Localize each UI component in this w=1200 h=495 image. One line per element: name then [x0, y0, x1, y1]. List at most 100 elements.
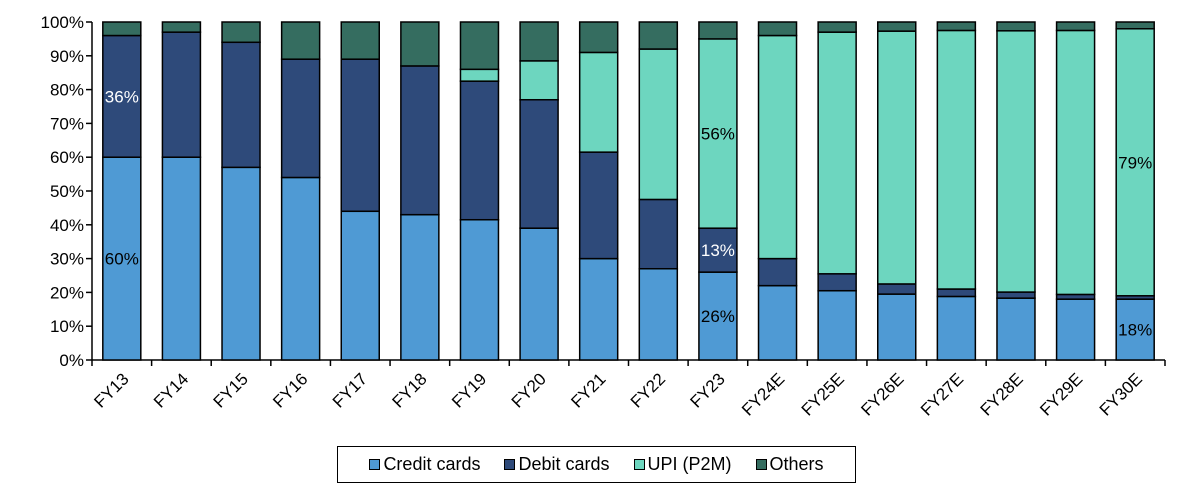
bar-fy26e-credit-cards — [877, 293, 917, 361]
bar-fy23-debit-cards — [698, 227, 738, 273]
legend-label-upi: UPI (P2M) — [647, 454, 732, 474]
bar-fy24e-upi-p2m — [757, 34, 798, 260]
bar-fy19-others — [459, 21, 500, 71]
bar-fy27e-credit-cards — [936, 295, 977, 361]
bar-stack-fy22 — [638, 21, 679, 361]
x-tick-label-fy22: FY22 — [627, 369, 669, 411]
bar-fy20-upi-p2m — [519, 60, 559, 101]
bar-fy15-others — [221, 21, 261, 44]
bar-stack-fy15 — [221, 21, 261, 361]
bar-fy14-credit-cards — [161, 156, 202, 361]
bar-fy17-others — [340, 21, 380, 60]
bar-fy22-debit-cards — [638, 198, 679, 270]
x-tick-label-fy14: FY14 — [150, 369, 192, 411]
bar-fy25e-others — [817, 21, 857, 33]
x-tick-label-fy13: FY13 — [90, 369, 132, 411]
bar-stack-fy17 — [340, 21, 380, 361]
y-tick-label: 70% — [50, 114, 84, 133]
x-tick-label-fy15: FY15 — [210, 369, 252, 411]
y-tick-label: 0% — [59, 351, 84, 370]
data-label-fy23-debit-cards: 13% — [701, 241, 735, 260]
y-tick-label: 80% — [50, 81, 84, 100]
x-tick-label-fy17: FY17 — [329, 369, 371, 411]
bar-fy18-credit-cards — [400, 213, 440, 361]
y-tick-label: 10% — [50, 317, 84, 336]
bar-fy15-credit-cards — [221, 166, 261, 361]
bar-fy16-others — [280, 21, 321, 60]
bar-fy24e-credit-cards — [757, 284, 798, 361]
bar-fy26e-upi-p2m — [877, 30, 917, 285]
bar-fy16-debit-cards — [280, 58, 321, 179]
x-tick-label-fy21: FY21 — [567, 369, 609, 411]
bar-fy18-others — [400, 21, 440, 67]
bar-fy13-others — [102, 21, 142, 37]
bar-stack-fy24e — [757, 21, 798, 361]
legend-label-others: Others — [769, 454, 824, 474]
bar-fy14-debit-cards — [161, 31, 202, 158]
bar-fy28e-upi-p2m — [996, 30, 1036, 293]
x-tick-label-fy29e: FY29E — [1036, 369, 1086, 419]
bar-fy29e-credit-cards — [1055, 298, 1096, 361]
x-tick-label-fy19: FY19 — [448, 369, 490, 411]
bar-stack-fy13 — [102, 21, 142, 361]
legend-swatch-credit-cards — [369, 459, 381, 470]
y-tick-label: 60% — [50, 148, 84, 167]
x-tick-label-fy23: FY23 — [687, 369, 729, 411]
bar-stack-fy27e — [936, 21, 977, 361]
bar-stack-fy25e — [817, 21, 857, 361]
bar-fy19-upi-p2m — [459, 68, 500, 82]
bar-fy23-upi-p2m — [698, 38, 738, 229]
bar-stack-fy16 — [280, 21, 321, 361]
x-tick-label-fy24e: FY24E — [738, 369, 788, 419]
bar-fy28e-credit-cards — [996, 297, 1036, 361]
legend-swatch-upi — [633, 459, 645, 470]
data-label-fy23-upi-p2m: 56% — [701, 125, 735, 144]
x-tick-label-fy26e: FY26E — [857, 369, 907, 419]
bar-fy26e-others — [877, 21, 917, 32]
y-tick-label: 40% — [50, 216, 84, 235]
legend-item-others: Others — [755, 454, 824, 475]
bar-stack-fy28e — [996, 21, 1036, 361]
bar-fy25e-credit-cards — [817, 289, 857, 361]
bar-fy17-credit-cards — [340, 210, 380, 361]
bar-stack-fy30e — [1115, 21, 1155, 361]
legend-item-credit-cards: Credit cards — [369, 454, 480, 475]
x-tick-label-fy30e: FY30E — [1096, 369, 1146, 419]
x-axis: FY13 FY14 FY15 FY16 FY17 FY18 FY19 FY20 FY21 FY22… — [90, 359, 1166, 420]
bar-stack-fy29e — [1055, 21, 1096, 361]
bar-fy22-upi-p2m — [638, 48, 679, 201]
bar-fy30e-others — [1115, 21, 1155, 30]
data-label-fy30e-upi-p2m: 79% — [1118, 153, 1152, 172]
legend-swatch-debit-cards — [504, 459, 516, 470]
legend-label-debit-cards: Debit cards — [518, 454, 610, 474]
bar-fy24e-others — [757, 21, 798, 37]
bar-fy29e-others — [1055, 21, 1096, 32]
bar-fy16-credit-cards — [280, 176, 321, 361]
bar-fy22-others — [638, 21, 679, 50]
bar-fy19-credit-cards — [459, 218, 500, 361]
bar-fy20-credit-cards — [519, 227, 559, 361]
bar-fy24e-debit-cards — [757, 257, 798, 287]
y-tick-label: 50% — [50, 182, 84, 201]
bar-fy28e-others — [996, 21, 1036, 32]
bar-stack-fy21 — [578, 21, 619, 361]
bar-fy18-debit-cards — [400, 65, 440, 216]
x-tick-label-fy16: FY16 — [269, 369, 311, 411]
bar-fy13-debit-cards — [102, 34, 142, 158]
bar-fy23-others — [698, 21, 738, 40]
legend-item-debit-cards: Debit cards — [504, 454, 610, 475]
data-labels: 60% 36% 26% 13% 56% 18% 79% — [105, 87, 1152, 339]
bar-fy29e-upi-p2m — [1055, 29, 1096, 296]
bar-stack-fy26e — [877, 21, 917, 361]
data-label-fy23-credit-cards: 26% — [701, 307, 735, 326]
data-label-fy30e-credit-cards: 18% — [1118, 321, 1152, 340]
y-tick-label: 20% — [50, 283, 84, 302]
bar-fy21-credit-cards — [578, 257, 619, 361]
bar-fy13-credit-cards — [102, 156, 142, 361]
bar-fy26e-debit-cards — [877, 283, 917, 295]
x-tick-label-fy27e: FY27E — [917, 369, 967, 419]
bar-fy20-debit-cards — [519, 98, 559, 229]
bar-fy21-others — [578, 21, 619, 54]
x-tick-label-fy20: FY20 — [508, 369, 550, 411]
